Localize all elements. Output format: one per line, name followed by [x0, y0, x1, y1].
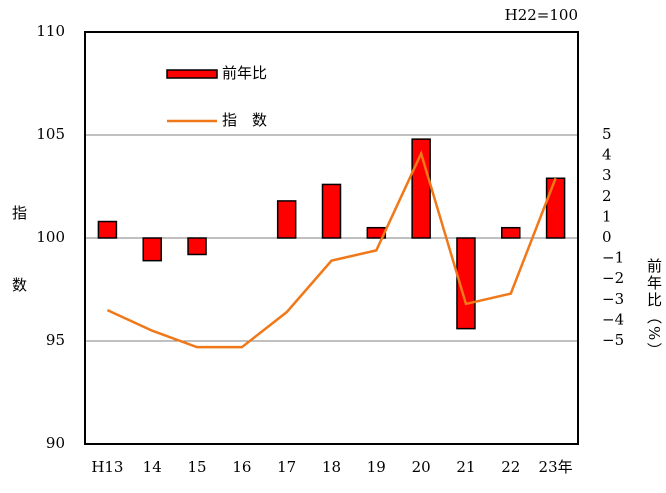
- bar: [142, 237, 162, 262]
- y-axis-label: 指数: [10, 205, 28, 349]
- y2-tick-label: −5: [602, 331, 624, 349]
- legend-label: 指 数: [222, 111, 267, 129]
- x-tick-label: 16: [232, 458, 251, 476]
- x-tick-label: 22: [501, 458, 520, 476]
- bar: [456, 237, 476, 330]
- x-tick-label: 14: [143, 458, 162, 476]
- x-tick-label: H13: [91, 458, 123, 476]
- y2-tick-label: −3: [602, 290, 624, 308]
- y2-tick-label: 1: [602, 207, 612, 225]
- bar: [276, 200, 297, 239]
- bar: [501, 226, 521, 239]
- line: [106, 150, 557, 349]
- x-tick-label: 15: [187, 458, 206, 476]
- x-tick-label: 19: [367, 458, 386, 476]
- y2-tick-label: −1: [602, 249, 624, 267]
- base-note: H22=100: [505, 6, 578, 24]
- x-tick-label: 23年: [539, 458, 573, 476]
- legend-label: 前年比: [222, 64, 267, 82]
- x-tick-label: 17: [277, 458, 296, 476]
- y2-tick-label: 5: [602, 125, 612, 143]
- y2-axis-label: 前年比（%）: [645, 258, 663, 359]
- x-tick-label: 18: [322, 458, 341, 476]
- y-tick-label: 95: [46, 331, 65, 349]
- x-tick-label: 21: [456, 458, 475, 476]
- y2-tick-label: 3: [602, 166, 612, 184]
- legend-swatch: [166, 69, 218, 79]
- y-tick-label: 100: [36, 228, 65, 246]
- bar: [187, 237, 207, 256]
- bar: [545, 177, 566, 239]
- plot-frame: [84, 31, 579, 445]
- x-tick-label: 20: [412, 458, 431, 476]
- y2-tick-label: 4: [602, 146, 612, 164]
- y2-tick-label: −4: [602, 310, 624, 328]
- y2-tick-label: −2: [602, 269, 624, 287]
- y-tick-label: 110: [36, 22, 65, 40]
- bar: [97, 220, 118, 239]
- y-tick-label: 90: [46, 434, 65, 452]
- bar: [321, 183, 342, 239]
- y-tick-label: 105: [36, 125, 65, 143]
- y2-tick-label: 2: [602, 187, 612, 205]
- y2-tick-label: 0: [602, 228, 612, 246]
